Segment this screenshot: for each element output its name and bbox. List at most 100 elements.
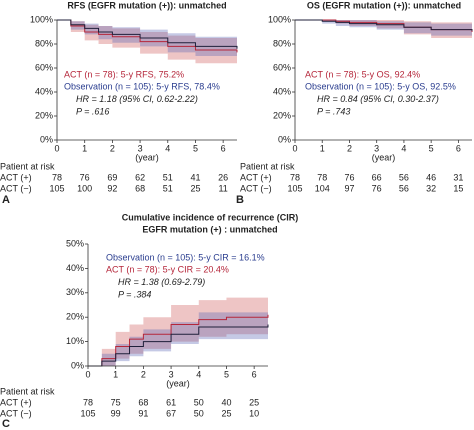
annotation: HR = 1.38 (0.69-2.79): [118, 277, 205, 287]
annotation: HR = 0.84 (95% CI, 0.30-2.37): [317, 94, 439, 104]
risk-table-title: Patient at risk: [0, 161, 55, 171]
risk-count: 78: [52, 172, 62, 182]
panel-letter: B: [236, 194, 244, 206]
x-tick-label: 6: [221, 143, 226, 153]
risk-count: 15: [453, 183, 463, 193]
confidence-band: [295, 20, 472, 44]
x-tick-label: 0: [85, 369, 90, 379]
confidence-band: [295, 20, 472, 40]
survival-curve: [57, 19, 238, 49]
panel-letter: C: [2, 418, 10, 430]
risk-row-label: ACT (−): [240, 183, 272, 193]
x-tick-label: 4: [401, 143, 406, 153]
x-tick-label: 6: [252, 369, 257, 379]
risk-count: 41: [190, 172, 200, 182]
y-tick-label: 0%: [71, 360, 84, 370]
y-tick-label: 50%: [66, 238, 84, 248]
annotation: P = .743: [317, 106, 350, 116]
chart-title: Cumulative incidence of recurrence (CIR): [122, 212, 299, 222]
risk-count: 92: [107, 183, 117, 193]
risk-count: 25: [190, 183, 200, 193]
annotation: ACT (n = 78): 5-y OS, 92.4%: [305, 69, 420, 79]
risk-count: 68: [135, 183, 145, 193]
x-axis-label: (year): [372, 152, 396, 162]
risk-count: 56: [399, 183, 409, 193]
x-tick-label: 1: [82, 143, 87, 153]
risk-count: 67: [166, 408, 176, 418]
survival-curve: [88, 314, 269, 367]
risk-count: 32: [426, 183, 436, 193]
y-tick-label: 100%: [30, 14, 53, 24]
risk-count: 62: [135, 172, 145, 182]
risk-table-title: Patient at risk: [0, 386, 55, 396]
confidence-band: [57, 20, 237, 61]
risk-row-label: ACT (−): [0, 408, 32, 418]
risk-count: 97: [344, 183, 354, 193]
chart-title: OS (EGFR mutation (+)): unmatched: [307, 0, 461, 10]
confidence-band: [88, 292, 268, 366]
chart-title: RFS (EGFR mutation (+)): unmatched: [67, 0, 226, 10]
x-tick-label: 0: [54, 143, 59, 153]
risk-count: 76: [344, 172, 354, 182]
annotation: P = .384: [118, 289, 151, 299]
x-tick-label: 4: [196, 369, 201, 379]
annotation: ACT (n = 78): 5-y RFS, 75.2%: [64, 69, 184, 79]
risk-row-label: ACT (+): [0, 172, 32, 182]
risk-count: 61: [166, 397, 176, 407]
y-tick-label: 60%: [35, 62, 53, 72]
risk-count: 40: [221, 397, 231, 407]
risk-count: 105: [80, 408, 95, 418]
y-tick-label: 0%: [278, 134, 291, 144]
x-tick-label: 3: [138, 143, 143, 153]
survival-curve: [88, 324, 269, 367]
risk-count: 25: [249, 397, 259, 407]
risk-count: 46: [426, 172, 436, 182]
y-tick-label: 20%: [66, 312, 84, 322]
y-tick-label: 40%: [35, 86, 53, 96]
risk-count: 25: [221, 408, 231, 418]
annotation: ACT (n = 78): 5-y CIR = 20.4%: [106, 265, 229, 275]
risk-count: 76: [372, 183, 382, 193]
risk-row-label: ACT (+): [240, 172, 272, 182]
risk-count: 78: [83, 397, 93, 407]
y-tick-label: 30%: [66, 287, 84, 297]
x-tick-label: 2: [347, 143, 352, 153]
risk-count: 105: [49, 183, 64, 193]
x-tick-label: 4: [165, 143, 170, 153]
confidence-band: [88, 309, 268, 366]
survival-curve: [295, 19, 473, 31]
x-tick-label: 0: [292, 143, 297, 153]
x-tick-label: 3: [169, 369, 174, 379]
risk-count: 76: [80, 172, 90, 182]
annotation: Observation (n = 105): 5-y RFS, 78.4%: [64, 82, 220, 92]
x-tick-label: 5: [224, 369, 229, 379]
x-tick-label: 1: [113, 369, 118, 379]
x-tick-label: 6: [456, 143, 461, 153]
x-tick-label: 1: [320, 143, 325, 153]
risk-count: 75: [111, 397, 121, 407]
risk-count: 31: [453, 172, 463, 182]
survival-curve: [57, 19, 238, 53]
risk-count: 11: [218, 183, 227, 193]
x-tick-label: 2: [110, 143, 115, 153]
risk-count: 56: [399, 172, 409, 182]
x-axis-label: (year): [135, 152, 159, 162]
risk-count: 104: [315, 183, 330, 193]
risk-table-title: Patient at risk: [240, 161, 295, 171]
y-tick-label: 0%: [40, 134, 53, 144]
risk-count: 51: [163, 183, 173, 193]
risk-count: 26: [218, 172, 228, 182]
y-tick-label: 40%: [273, 86, 291, 96]
x-tick-label: 2: [141, 369, 146, 379]
y-tick-label: 10%: [66, 336, 84, 346]
risk-row-label: ACT (−): [0, 183, 32, 193]
y-tick-label: 20%: [273, 110, 291, 120]
x-tick-label: 5: [193, 143, 198, 153]
panel-letter: A: [2, 194, 10, 206]
risk-count: 69: [107, 172, 117, 182]
risk-row-label: ACT (+): [0, 397, 32, 407]
x-tick-label: 5: [429, 143, 434, 153]
risk-count: 105: [287, 183, 302, 193]
risk-count: 10: [249, 408, 259, 418]
